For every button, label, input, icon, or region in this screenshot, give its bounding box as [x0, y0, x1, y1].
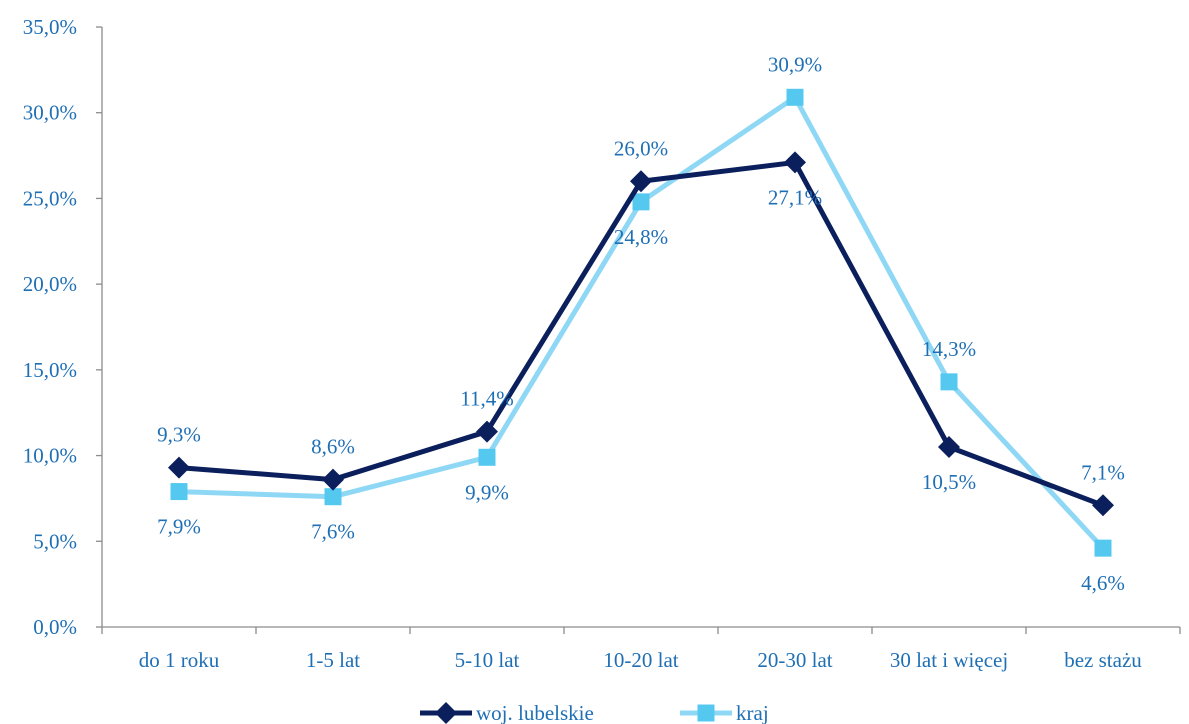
data-point-kraj [170, 483, 188, 501]
data-point-lubelskie [938, 436, 960, 458]
legend-marker-lubelskie [435, 702, 457, 724]
x-category-label: 30 lat i więcej [890, 648, 1008, 672]
legend-label-kraj: kraj [736, 701, 769, 724]
y-tick-label: 10,0% [23, 444, 77, 468]
series-layer [168, 88, 1114, 557]
data-point-kraj [940, 373, 958, 391]
data-label-lubelskie: 7,1% [1081, 460, 1125, 484]
data-point-lubelskie [784, 151, 806, 174]
y-tick-label: 30,0% [23, 101, 77, 125]
data-point-kraj [1094, 539, 1112, 557]
legend-label-lubelskie: woj. lubelskie [476, 701, 594, 724]
data-point-lubelskie [322, 468, 344, 491]
data-labels: 9,3% 8,6% 11,4% 26,0% 27,1% 10,5% 7,1% 7,9% 7,6%… [157, 52, 1125, 595]
y-axis: 0,0% 5,0% 10,0% 15,0% 20,0% 25,0% 30,0% 35,0% [23, 15, 103, 639]
data-label-lubelskie: 8,6% [311, 435, 355, 459]
x-category-label: bez stażu [1064, 648, 1142, 672]
legend-marker-kraj [697, 704, 715, 722]
data-label-lubelskie: 10,5% [922, 470, 976, 494]
data-point-lubelskie [168, 456, 190, 479]
data-label-kraj: 30,9% [768, 52, 822, 76]
data-label-kraj: 7,9% [157, 515, 201, 539]
data-label-lubelskie: 11,4% [460, 387, 513, 411]
y-tick-label: 15,0% [23, 358, 77, 382]
x-category-label: 20-30 lat [757, 648, 832, 672]
y-tick-label: 5,0% [33, 529, 77, 553]
x-category-label: do 1 roku [139, 648, 220, 672]
data-label-kraj: 24,8% [614, 225, 668, 249]
x-axis: do 1 roku 1-5 lat 5-10 lat 10-20 lat 20-30 l… [101, 626, 1181, 672]
x-category-label: 5-10 lat [455, 648, 520, 672]
data-label-lubelskie: 27,1% [768, 185, 822, 209]
y-tick-label: 0,0% [33, 615, 77, 639]
x-category-label: 1-5 lat [306, 648, 360, 672]
y-tick-label: 35,0% [23, 15, 77, 39]
data-point-kraj [786, 88, 804, 106]
data-label-kraj: 14,3% [922, 337, 976, 361]
data-label-kraj: 7,6% [311, 520, 355, 544]
data-label-lubelskie: 9,3% [157, 423, 201, 447]
legend: woj. lubelskie kraj [420, 701, 769, 724]
data-point-kraj [324, 488, 342, 506]
data-point-lubelskie [1092, 494, 1114, 517]
y-tick-label: 25,0% [23, 186, 77, 210]
x-category-label: 10-20 lat [603, 648, 678, 672]
data-label-kraj: 9,9% [465, 480, 509, 504]
data-point-kraj [478, 448, 496, 466]
data-label-kraj: 4,6% [1081, 571, 1125, 595]
data-point-lubelskie [476, 420, 498, 443]
data-point-kraj [632, 193, 650, 211]
data-label-lubelskie: 26,0% [614, 136, 668, 160]
y-tick-label: 20,0% [23, 272, 77, 296]
data-point-lubelskie [630, 170, 652, 193]
